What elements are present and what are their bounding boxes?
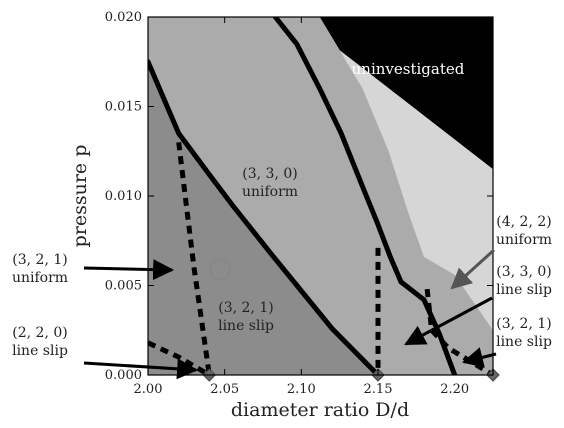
region-4-2-2-uniform: [275, 17, 493, 331]
x-tick-label: 2.00: [134, 382, 163, 397]
y-tick-label: 0.000: [105, 368, 142, 383]
solid-boundaries: [148, 17, 458, 375]
y-tick-label: 0.010: [105, 189, 142, 204]
annotation-330-lineslip-line2: line slip: [496, 282, 552, 298]
annotation-330-uniform-line1: (3, 3, 0): [242, 166, 297, 182]
y-tick-label: 0.020: [105, 10, 142, 25]
x-tick-label: 2.10: [287, 382, 316, 397]
annotation-321-lineslip-line2: line slip: [218, 318, 274, 334]
dashed-boundary-1: [176, 141, 212, 375]
annotation-321-lineslip-line1: (3, 2, 1): [218, 300, 273, 316]
arrow-321-lineslip-right: [461, 347, 497, 368]
open-circle-marker: [208, 257, 232, 281]
y-tick-label: 0.015: [105, 100, 142, 115]
annotation-uninvestigated: uninvestigated: [352, 60, 465, 78]
annotation-220-lineslip-line1: (2, 2, 0): [12, 325, 67, 341]
dashed-boundary-2: [148, 340, 211, 375]
axis-ticks: 2.00 2.05 2.10 2.15 2.20 0.000 0.005 0.010 0.015…: [105, 10, 493, 397]
x-tick-label: 2.15: [364, 382, 393, 397]
annotation-422-uniform-line1: (4, 2, 2): [496, 214, 551, 230]
x-tick-label: 2.20: [440, 382, 469, 397]
annotation-330-uniform-line2: uniform: [242, 184, 298, 200]
x-tick-label: 2.05: [210, 382, 239, 397]
arrow-321-uniform: [83, 259, 175, 281]
annotation-321-uniform-line1: (3, 2, 1): [12, 252, 67, 268]
annotation-330-lineslip-line1: (3, 3, 0): [496, 264, 551, 280]
solid-boundary-1: [148, 59, 381, 375]
annotation-321-lineslip-right-line2: line slip: [496, 334, 552, 350]
arrow-330-lineslip: [404, 296, 493, 346]
arrow-422-uniform: [450, 248, 496, 290]
x-axis-label: diameter ratio D/d: [231, 399, 409, 421]
region-3-2-1-uniform: [148, 61, 378, 375]
annotation-220-lineslip-line2: line slip: [12, 343, 68, 359]
annotation-321-lineslip-right-line1: (3, 2, 1): [496, 316, 551, 332]
y-tick-label: 0.005: [105, 279, 142, 294]
arrow-220-lineslip: [83, 358, 199, 380]
y-axis-label: pressure p: [69, 145, 91, 248]
annotation-321-uniform-line2: uniform: [12, 270, 68, 286]
solid-boundary-2: [272, 17, 458, 375]
markers: [202, 257, 500, 382]
annotation-422-uniform-line2: uniform: [496, 232, 552, 248]
